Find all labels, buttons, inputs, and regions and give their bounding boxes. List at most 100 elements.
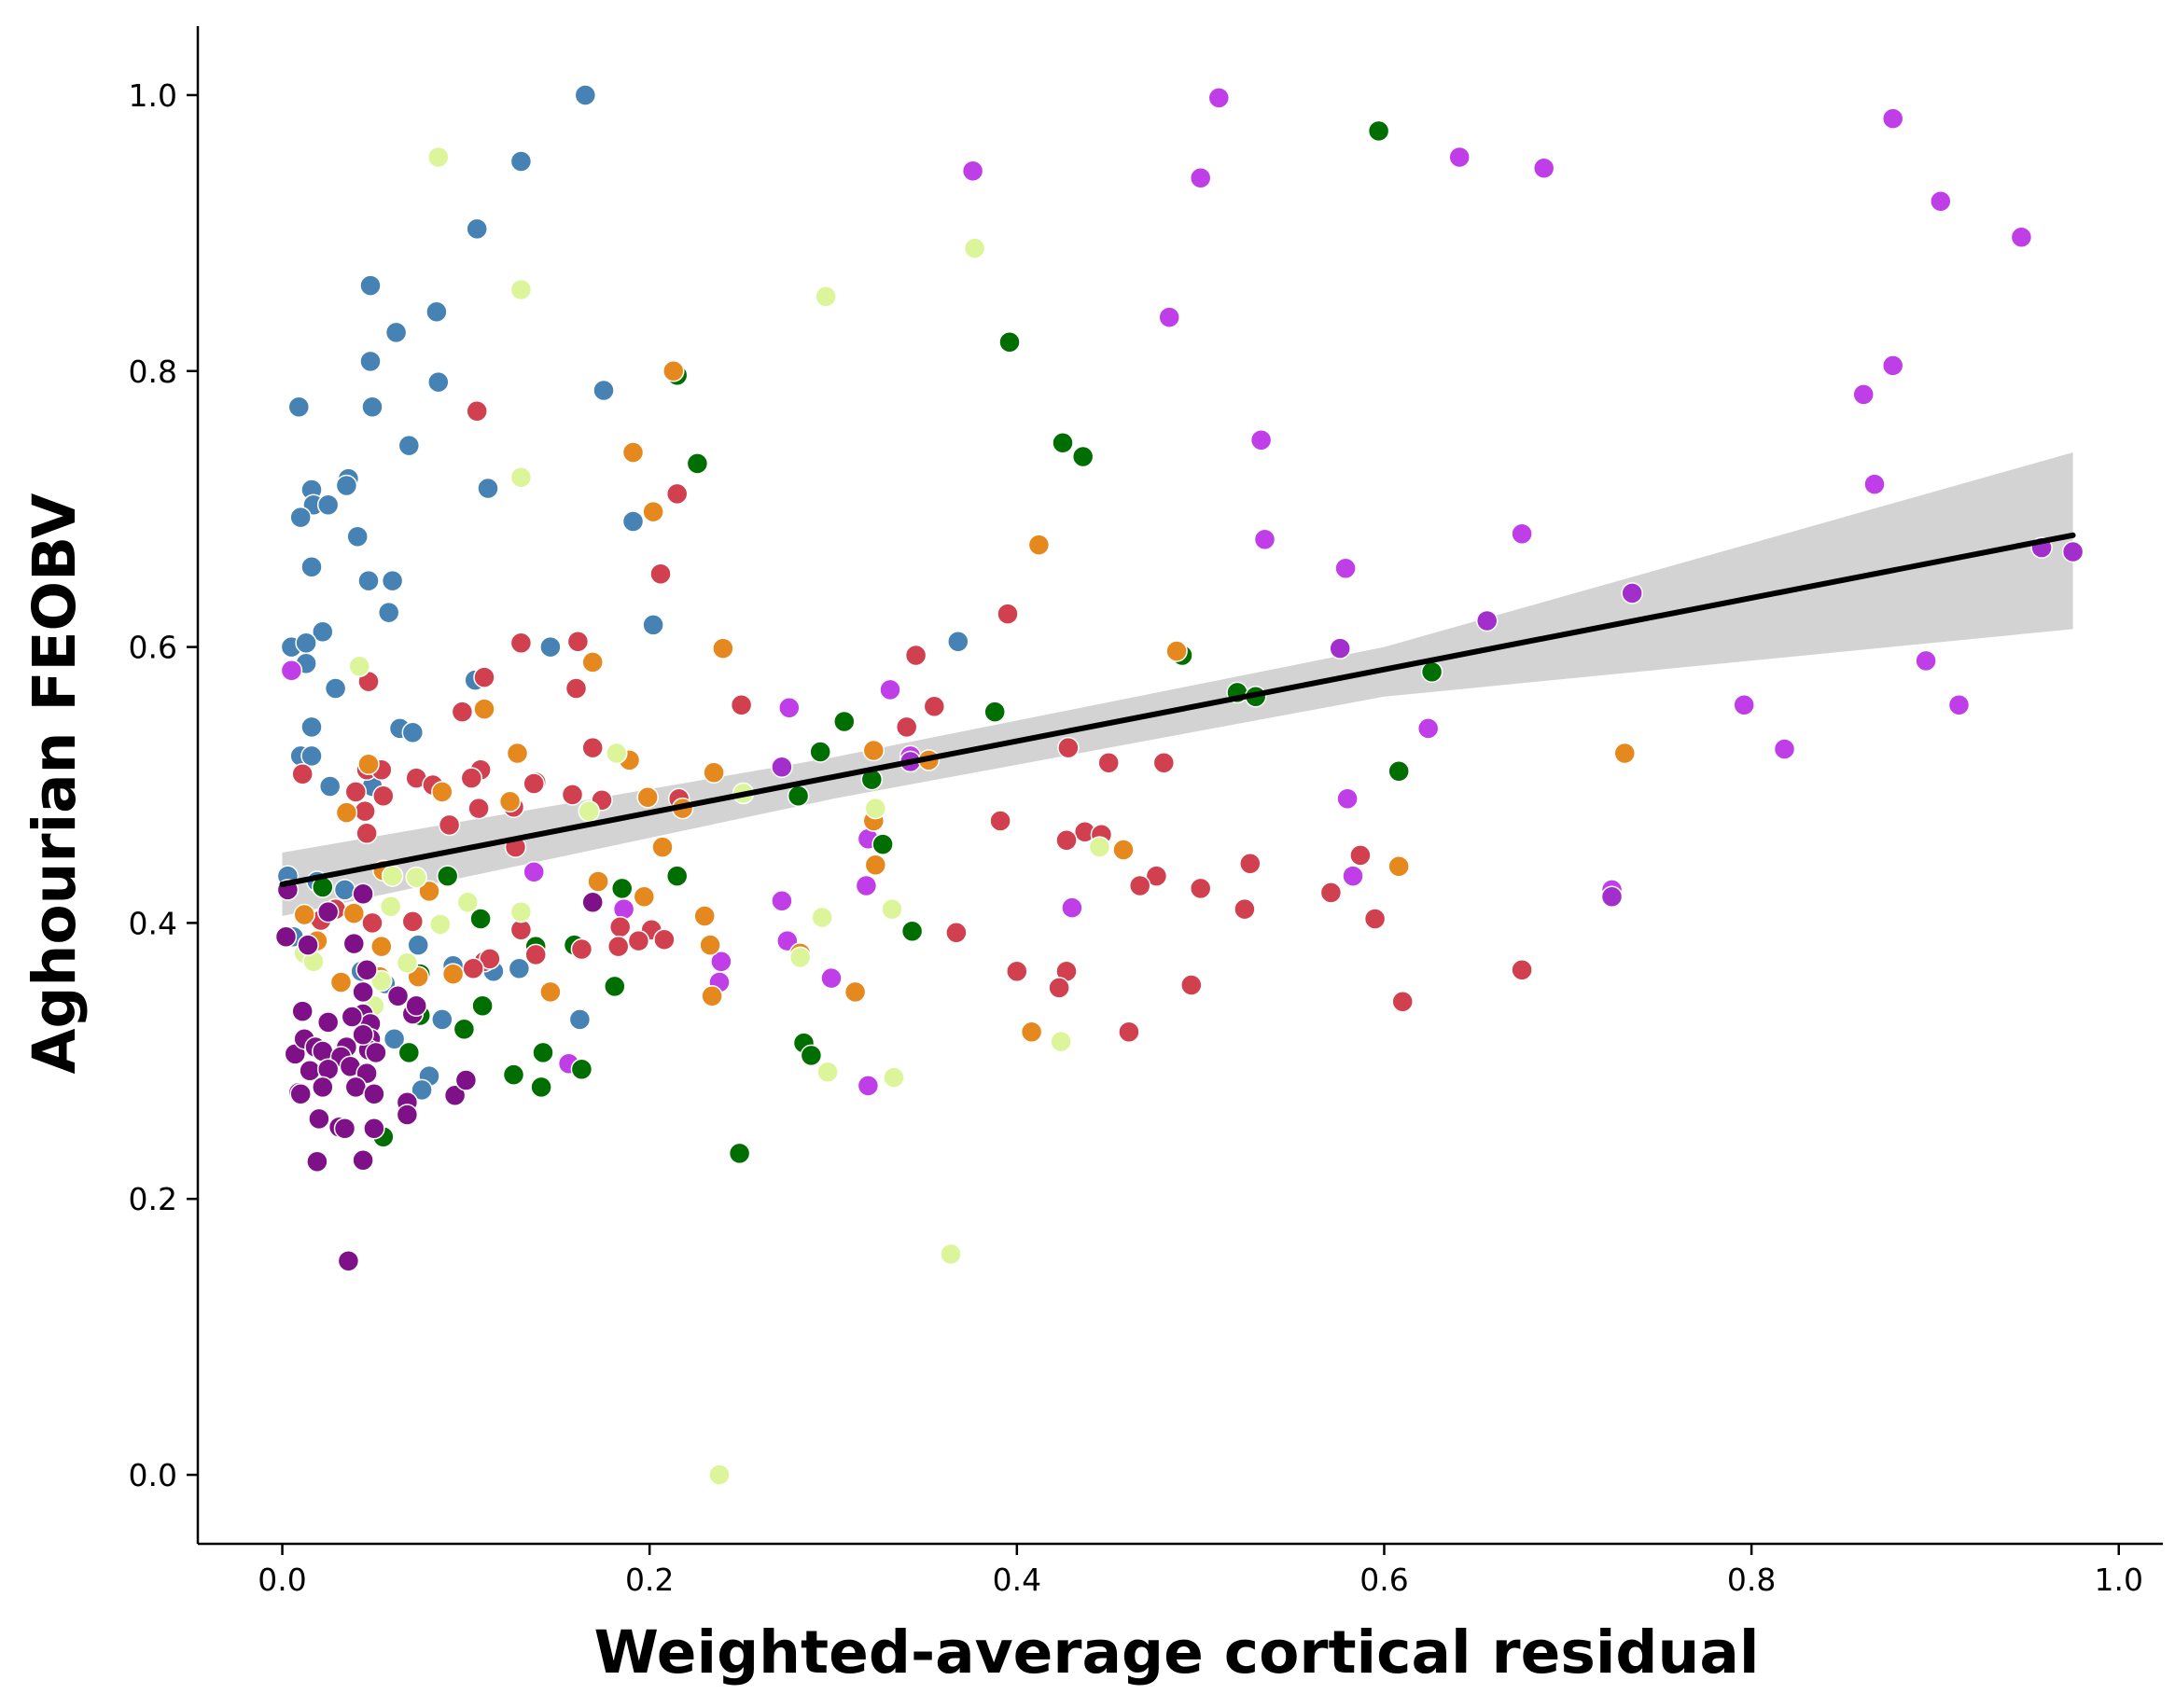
data-point <box>372 785 395 808</box>
data-point <box>686 452 709 475</box>
data-point <box>778 696 801 719</box>
data-point <box>862 739 885 762</box>
data-point <box>940 1243 962 1266</box>
data-point <box>963 237 986 259</box>
data-point <box>1881 354 1904 377</box>
data-point <box>581 891 604 913</box>
data-point <box>352 882 374 906</box>
data-point <box>460 767 483 789</box>
data-point <box>608 916 632 938</box>
confidence-band <box>282 452 2073 916</box>
x-axis-title: Weighted-average cortical residual <box>594 1618 1760 1687</box>
data-point <box>1055 828 1078 852</box>
data-point <box>1152 752 1176 774</box>
data-point <box>1930 190 1952 213</box>
data-point <box>425 300 448 323</box>
data-point <box>2061 540 2084 563</box>
data-point <box>961 160 984 183</box>
data-point <box>581 651 604 673</box>
data-point <box>864 797 887 820</box>
regression-line-layer <box>279 532 2076 887</box>
data-point <box>561 784 584 806</box>
data-point <box>479 948 501 970</box>
data-point <box>1852 383 1875 406</box>
data-point <box>427 146 450 169</box>
data-point <box>344 781 368 803</box>
data-point <box>1319 882 1343 904</box>
data-point <box>565 677 588 700</box>
data-point <box>1600 885 1624 909</box>
data-point <box>621 441 645 464</box>
data-point <box>879 678 901 701</box>
data-point <box>289 1083 312 1105</box>
data-point <box>815 285 837 308</box>
data-point <box>997 603 1019 625</box>
data-point <box>1773 738 1796 760</box>
data-point <box>606 935 630 958</box>
data-point <box>329 971 353 993</box>
data-point <box>1027 534 1051 556</box>
data-point <box>1342 865 1364 887</box>
data-point <box>712 637 734 660</box>
data-point <box>811 906 833 929</box>
data-point <box>1621 582 1643 604</box>
data-point <box>1367 119 1390 143</box>
data-point <box>1349 844 1372 867</box>
data-point <box>998 330 1021 354</box>
data-point <box>384 321 408 344</box>
data-point <box>1180 974 1203 996</box>
data-point <box>316 900 340 923</box>
data-point <box>771 889 793 912</box>
data-point <box>361 911 383 935</box>
data-point <box>431 1008 453 1031</box>
data-point <box>820 966 843 990</box>
data-point <box>287 396 311 418</box>
data-point <box>509 465 533 489</box>
data-point <box>401 910 425 933</box>
data-point <box>312 1076 334 1099</box>
data-point <box>498 790 522 812</box>
data-point <box>539 635 562 659</box>
data-point <box>855 874 878 897</box>
data-point <box>530 1076 552 1099</box>
data-point <box>318 775 342 798</box>
regression-line <box>279 532 2076 887</box>
data-point <box>354 799 376 823</box>
x-tick-label: 1.0 <box>2095 1562 2143 1598</box>
data-point <box>361 396 383 418</box>
data-point <box>570 937 593 961</box>
data-point <box>1112 839 1135 861</box>
data-point <box>606 742 628 765</box>
data-point <box>1145 865 1168 887</box>
data-point <box>816 1061 839 1083</box>
data-point <box>1363 908 1387 930</box>
data-point <box>342 932 366 955</box>
data-point <box>383 1027 406 1050</box>
data-point <box>431 781 453 803</box>
data-point <box>900 920 924 943</box>
data-point <box>357 753 380 776</box>
data-point <box>300 744 323 768</box>
data-point <box>800 1044 823 1067</box>
axes-layer: 0.0 0.2 0.4 0.6 0.8 1.0 0.0 0.2 0.4 0.6 0.8 1.0 <box>129 26 2163 1598</box>
data-point <box>633 885 656 909</box>
data-point <box>509 278 533 301</box>
data-point <box>653 928 676 951</box>
data-point <box>291 1000 314 1022</box>
data-point <box>396 951 419 975</box>
data-point <box>295 632 317 654</box>
data-point <box>348 655 370 678</box>
data-point <box>1048 977 1070 999</box>
data-point <box>312 620 334 644</box>
data-point <box>370 969 393 993</box>
y-tick-label: 0.4 <box>129 905 177 941</box>
data-point <box>359 274 382 297</box>
data-point <box>456 891 480 913</box>
data-point <box>1613 742 1637 765</box>
data-point <box>405 866 427 889</box>
data-point <box>1881 107 1904 130</box>
data-point <box>651 836 674 858</box>
data-point <box>344 1076 368 1099</box>
y-axis-title: Aghourian FEOBV <box>21 493 89 1074</box>
